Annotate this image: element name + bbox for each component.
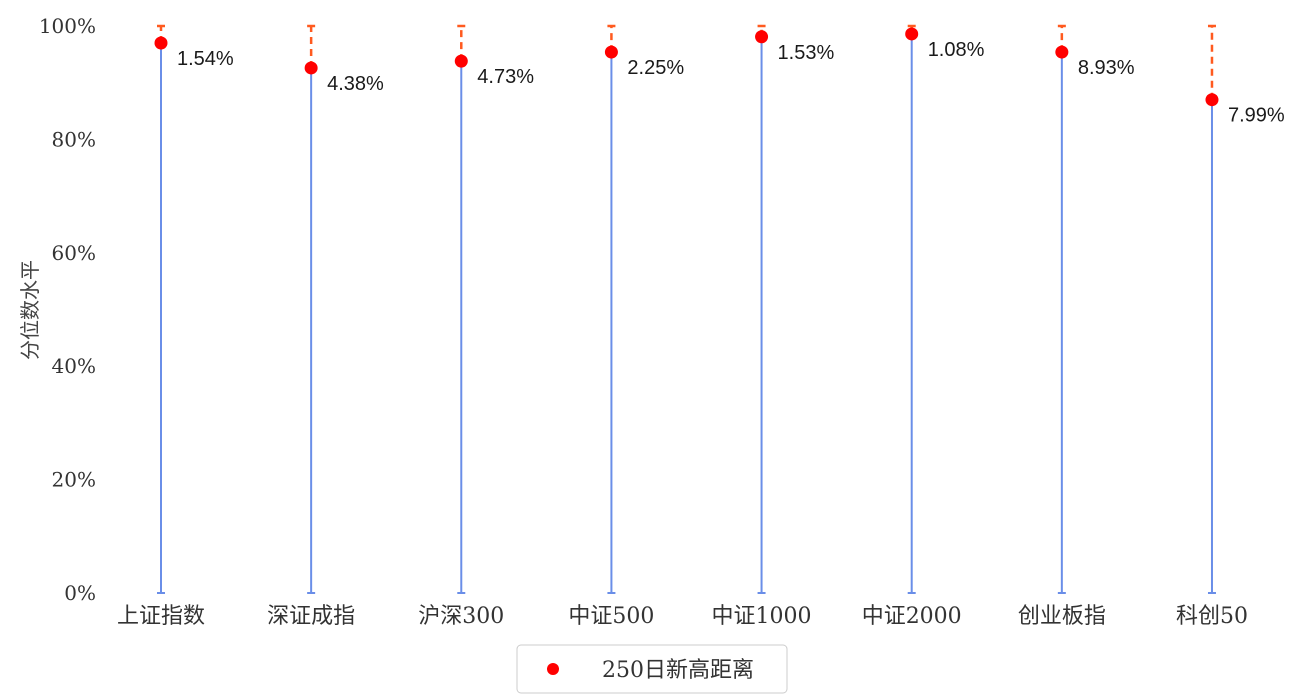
x-tick-label: 创业板指 (1018, 604, 1106, 629)
data-point (154, 36, 168, 50)
data-label: 4.38% (327, 73, 384, 95)
y-tick-label: 0% (64, 581, 96, 605)
data-point (905, 27, 919, 41)
markers (154, 27, 1219, 107)
x-tick-label: 沪深300 (418, 604, 504, 629)
data-point (304, 61, 318, 75)
data-label: 7.99% (1228, 105, 1285, 127)
x-tick-label: 科创50 (1176, 604, 1248, 629)
legend-label: 250日新高距离 (602, 658, 754, 683)
y-tick-label: 80% (52, 127, 96, 151)
x-axis: 上证指数 深证成指 沪深300 中证500 中证1000 中证2000 创业板指 科创50 (117, 604, 1248, 629)
y-axis-title: 分位数水平 (18, 260, 42, 360)
data-point (454, 54, 468, 68)
data-label: 1.08% (928, 39, 985, 61)
y-tick-label: 60% (52, 241, 96, 265)
data-point (755, 30, 769, 44)
data-label: 4.73% (477, 66, 534, 88)
x-tick-label: 深证成指 (267, 604, 355, 629)
y-tick-label: 40% (52, 354, 96, 378)
y-tick-label: 20% (52, 468, 96, 492)
x-tick-label: 上证指数 (117, 604, 205, 629)
data-label: 1.54% (177, 48, 234, 70)
data-label: 2.25% (627, 57, 684, 79)
data-label: 1.53% (778, 42, 835, 64)
y-axis: 0% 20% 40% 60% 80% 100% (39, 14, 96, 605)
y-tick-label: 100% (39, 14, 96, 38)
data-labels: 1.54% 4.38% 4.73% 2.25% 1.53% 1.08% 8.93% 7.99% (177, 39, 1285, 127)
data-point (1055, 45, 1069, 59)
legend-box (516, 644, 788, 694)
legend: 250日新高距离 (516, 644, 788, 694)
x-tick-label: 中证500 (568, 604, 654, 629)
data-point (1205, 93, 1219, 107)
data-point (604, 45, 618, 59)
data-label: 8.93% (1078, 57, 1135, 79)
x-tick-label: 中证1000 (712, 604, 812, 629)
stems (157, 24, 1216, 594)
x-tick-label: 中证2000 (862, 604, 962, 629)
legend-marker (547, 663, 559, 675)
